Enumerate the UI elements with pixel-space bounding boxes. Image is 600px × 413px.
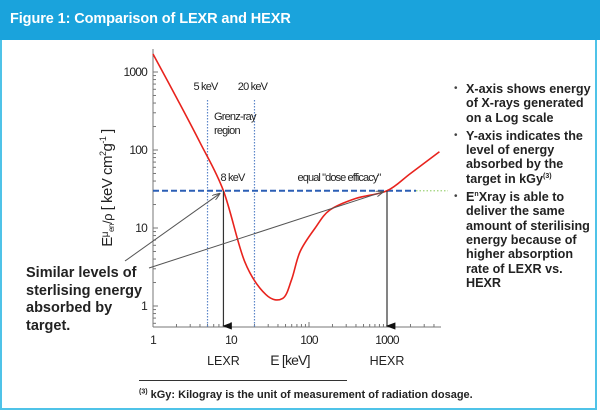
bullet-item: • Y-axis indicates the level of energy a…	[452, 129, 592, 186]
footnote: (3) kGy: Kilogray is the unit of measure…	[139, 388, 473, 401]
y-tick-label: 100	[129, 143, 148, 157]
region-label: region	[214, 125, 240, 137]
annotation-note: Similar levels of sterlising energy abso…	[26, 265, 143, 334]
bullet-superscript: (3)	[542, 172, 552, 180]
y-axis-label-part: en	[107, 224, 116, 232]
y-axis-label-part: μ	[100, 231, 111, 237]
y-tick-label: 10	[135, 221, 148, 235]
x-tick-label: 1	[150, 333, 157, 347]
category-label-lexr: LEXR	[207, 354, 240, 368]
y-axis-label: Eμen/ρ [ keV cm2g-1 ]	[98, 129, 116, 247]
y-axis-label-part: E	[99, 237, 116, 247]
marker-label: 8 keV	[220, 172, 246, 184]
bullet-text: X-axis shows energy of X-rays generated …	[466, 82, 591, 125]
note-arrow-lexr	[124, 194, 219, 262]
y-axis-label-part: 2	[98, 151, 108, 156]
y-tick-label: 1	[141, 299, 148, 313]
figure-title: Figure 1: Comparison of LEXR and HEXR	[10, 11, 291, 27]
x-tick-label: 10	[225, 333, 238, 347]
footnote-text: kGy: Kilogray is the unit of measurement…	[147, 389, 473, 401]
y-tick-label: 1000	[124, 65, 149, 79]
bullet-dot-icon: •	[454, 191, 458, 203]
y-axis-label-part: /ρ	[100, 214, 115, 224]
bullet-superscript: n	[474, 190, 479, 198]
bullet-item: • EnXray is able to deliver the same amo…	[452, 190, 592, 290]
bullet-item: • X-axis shows energy of X-rays generate…	[452, 82, 592, 125]
category-label-hexr: HEXR	[370, 354, 405, 368]
x-tick-label: 1000	[375, 333, 400, 347]
figure-header: Figure 1: Comparison of LEXR and HEXR	[0, 0, 600, 40]
y-axis-label-part: -1	[98, 136, 108, 143]
bullet-dot-icon: •	[454, 129, 458, 141]
ref-line-label: 5 keV	[193, 81, 219, 93]
footnote-marker: (3)	[139, 388, 148, 396]
y-axis-label-part: g	[99, 143, 116, 151]
bullet-dot-icon: •	[454, 83, 458, 94]
bullet-text: Y-axis indicates the level of energy abs…	[466, 129, 583, 186]
y-axis-label-part: ]	[99, 129, 116, 137]
bullet-text-prefix: E	[466, 190, 475, 205]
bullet-list: • X-axis shows energy of X-rays generate…	[452, 82, 592, 294]
bullet-text: EnXray is able to deliver the same amoun…	[466, 190, 590, 290]
ref-line-label: 20 keV	[238, 81, 269, 93]
equal-dose-label: equal "dose efficacy"	[298, 172, 382, 184]
y-axis-label-part: [ keV cm	[99, 156, 116, 214]
bullet-text-main: Xray is able to deliver the same amount …	[466, 190, 590, 290]
note-arrow-hexr	[148, 192, 383, 269]
bullet-text-main: Y-axis indicates the level of energy abs…	[466, 128, 583, 186]
x-axis-label: E [keV]	[270, 352, 310, 368]
region-label: Grenz-ray	[214, 111, 257, 123]
x-tick-label: 100	[300, 333, 319, 347]
footnote-divider	[139, 380, 347, 381]
